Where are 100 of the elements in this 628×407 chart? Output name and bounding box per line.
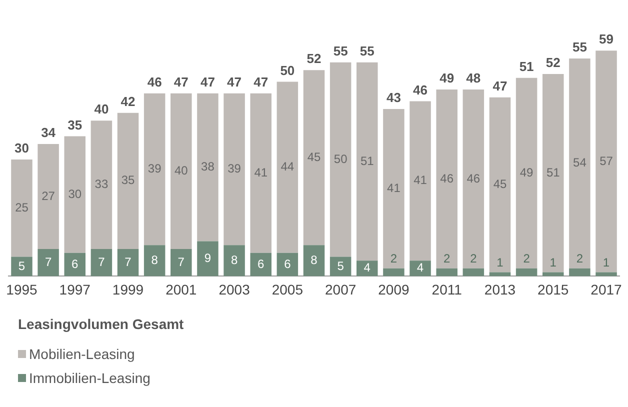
data-label: 1 (550, 256, 557, 270)
bar (250, 252, 272, 276)
data-label: 1 (602, 256, 610, 270)
bar (596, 272, 617, 276)
data-label: 8 (230, 252, 238, 267)
data-label: 33 (94, 177, 108, 192)
total-label: 50 (280, 62, 295, 78)
total-label: 30 (14, 140, 29, 156)
total-label: 47 (200, 74, 215, 90)
data-label: 57 (600, 154, 614, 168)
data-label: 41 (414, 173, 428, 188)
bar (330, 62, 352, 257)
total-label: 43 (386, 90, 401, 106)
bar (224, 93, 245, 246)
data-label: 40 (174, 164, 188, 178)
total-label: 47 (227, 74, 242, 90)
x-tick-label: 2015 (538, 281, 569, 298)
bar (90, 120, 112, 249)
bar (38, 248, 59, 276)
data-label: 7 (98, 254, 106, 269)
x-tick-label: 1995 (6, 281, 38, 298)
data-label: 30 (68, 186, 82, 201)
bar (303, 70, 325, 246)
bar (38, 144, 59, 249)
bar (170, 248, 192, 276)
total-label: 48 (466, 70, 481, 86)
total-label: 49 (440, 70, 454, 86)
data-label: 39 (148, 162, 162, 176)
bar (250, 93, 272, 253)
x-tick-label: 2007 (324, 281, 356, 298)
total-label: 52 (306, 51, 322, 66)
data-label: 6 (72, 256, 79, 271)
data-label: 44 (280, 160, 294, 174)
bar (117, 248, 139, 276)
bar (64, 252, 86, 276)
legend-label: Mobilien-Leasing (29, 346, 135, 362)
bar (356, 260, 378, 276)
total-label: 40 (94, 102, 109, 117)
data-label: 8 (310, 252, 318, 267)
bar (303, 245, 325, 276)
data-label: 2 (470, 252, 478, 266)
bar (64, 136, 86, 253)
total-label: 55 (333, 43, 348, 58)
data-label: 4 (416, 260, 424, 275)
data-label: 5 (337, 258, 344, 273)
data-label: 7 (44, 254, 52, 269)
data-label: 2 (444, 252, 451, 266)
data-label: 9 (204, 251, 212, 266)
bar (410, 260, 431, 276)
legend-label: Immobilien-Leasing (29, 370, 150, 386)
bar (117, 112, 139, 249)
x-tick-label: 1999 (112, 281, 144, 298)
data-label: 4 (364, 260, 371, 275)
bar (197, 241, 218, 276)
data-label: 7 (178, 254, 185, 269)
bar (383, 108, 404, 268)
x-tick-label: 2009 (378, 281, 410, 298)
data-label: 27 (42, 188, 56, 203)
bar (170, 93, 192, 249)
data-label: 54 (573, 156, 587, 170)
total-label: 47 (254, 74, 268, 90)
bar (462, 268, 484, 276)
total-label: 34 (41, 125, 56, 140)
bar (276, 82, 298, 253)
data-label: 41 (254, 165, 268, 180)
data-label: 45 (307, 150, 321, 164)
data-label: 49 (520, 165, 534, 180)
data-label: 38 (201, 160, 215, 174)
x-tick-label: 2001 (166, 281, 197, 298)
bar (383, 268, 404, 276)
data-label: 1 (496, 256, 504, 270)
total-label: 55 (572, 40, 587, 55)
x-tick-label: 2005 (272, 281, 304, 298)
bar (516, 268, 538, 276)
total-label: 46 (147, 74, 162, 90)
bar (542, 272, 564, 276)
total-label: 46 (413, 82, 428, 98)
bar (144, 93, 166, 246)
bar (90, 248, 112, 276)
data-label: 51 (546, 165, 560, 180)
bar (436, 90, 458, 268)
x-tick-label: 2011 (432, 281, 462, 298)
legend-title: Leasingvolumen Gesamt (18, 316, 184, 332)
bar (542, 74, 564, 272)
total-label: 55 (360, 43, 374, 58)
data-label: 46 (440, 171, 454, 186)
bar (276, 252, 298, 276)
bar (197, 93, 218, 242)
data-label: 51 (360, 154, 374, 168)
total-label: 42 (120, 94, 136, 109)
data-label: 45 (493, 177, 507, 192)
data-label: 39 (228, 162, 242, 176)
data-label: 2 (576, 252, 584, 266)
x-tick-label: 2003 (218, 281, 250, 298)
bar (356, 62, 378, 261)
data-label: 41 (387, 181, 401, 196)
total-label: 47 (174, 74, 188, 90)
data-label: 35 (121, 173, 136, 188)
data-label: 5 (18, 258, 26, 273)
bar (489, 97, 511, 272)
